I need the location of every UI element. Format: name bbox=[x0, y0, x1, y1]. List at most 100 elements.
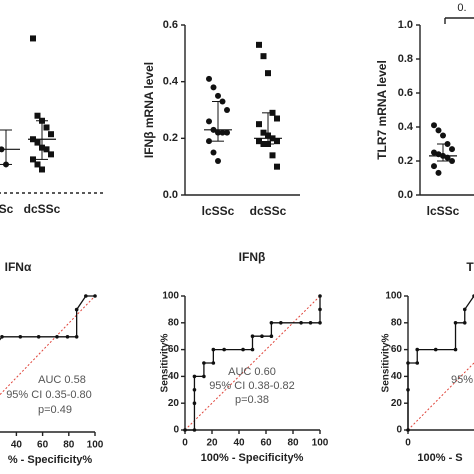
point bbox=[265, 70, 271, 77]
point bbox=[39, 166, 45, 173]
roc-point bbox=[406, 361, 410, 365]
roc-point bbox=[250, 347, 255, 352]
annotation: AUC 0.60 bbox=[228, 366, 276, 378]
roc-point bbox=[84, 294, 88, 298]
point bbox=[206, 138, 212, 145]
point bbox=[431, 122, 437, 129]
y-tick-label: 60 bbox=[168, 344, 180, 355]
point bbox=[48, 151, 54, 158]
y-tick-label: 60 bbox=[391, 344, 403, 355]
roc-point bbox=[406, 388, 410, 392]
x-tick-label: lcSSc bbox=[427, 204, 460, 218]
roc-curve bbox=[0, 295, 95, 341]
roc-point bbox=[211, 347, 216, 352]
y-tick-label: 20 bbox=[168, 398, 180, 409]
y-tick-label: 0.8 bbox=[398, 53, 413, 65]
x-tick-label: 60 bbox=[260, 438, 272, 449]
roc-point bbox=[453, 321, 458, 325]
roc-point bbox=[55, 335, 59, 339]
roc-point bbox=[269, 321, 274, 325]
point bbox=[48, 131, 54, 138]
annotation: 95% bbox=[451, 374, 473, 386]
roc-point bbox=[250, 334, 255, 339]
point bbox=[34, 112, 41, 119]
y-tick-label: 0.4 bbox=[398, 121, 414, 133]
roc-point bbox=[202, 374, 206, 379]
roc-point bbox=[74, 335, 79, 339]
x-tick-label: 40 bbox=[233, 438, 245, 449]
annotation: 95% CI 0.35-0.80 bbox=[6, 389, 92, 401]
x-tick-label: 0 bbox=[182, 438, 188, 449]
y-tick-label: 0.0 bbox=[163, 189, 178, 201]
roc-point bbox=[211, 361, 216, 365]
point bbox=[435, 169, 442, 176]
roc-point bbox=[406, 428, 410, 432]
point bbox=[34, 161, 41, 168]
point bbox=[256, 41, 262, 48]
roc-point bbox=[192, 428, 197, 432]
point bbox=[435, 127, 442, 134]
roc-point bbox=[36, 335, 41, 339]
chart-title: IFNα bbox=[5, 260, 32, 274]
x-axis-label: 100% - S bbox=[417, 452, 462, 464]
point bbox=[256, 121, 262, 128]
roc-point bbox=[415, 361, 420, 365]
roc-point bbox=[260, 334, 264, 339]
point bbox=[34, 139, 41, 146]
annotation: p=0.38 bbox=[235, 394, 269, 406]
roc-point bbox=[318, 321, 322, 325]
roc-point bbox=[65, 335, 70, 339]
point bbox=[206, 75, 212, 82]
roc-point bbox=[18, 335, 23, 339]
x-tick-label: lcSSc bbox=[202, 204, 235, 218]
y-tick-label: 0.6 bbox=[163, 19, 178, 31]
y-tick-label: 100 bbox=[162, 291, 179, 302]
roc-point bbox=[462, 307, 467, 312]
x-tick-label: 0 bbox=[405, 438, 411, 449]
roc-point bbox=[192, 401, 197, 406]
chart-title: T bbox=[466, 260, 474, 274]
roc-point bbox=[93, 294, 97, 298]
y-axis-label: TLR7 mRNA level bbox=[375, 60, 389, 160]
roc-point bbox=[192, 374, 197, 379]
p-value: 0. bbox=[457, 2, 466, 14]
y-tick-label: 0.4 bbox=[163, 76, 179, 88]
y-axis-label: Sensitivity% bbox=[381, 333, 392, 392]
reference-line bbox=[0, 295, 96, 396]
roc-curve bbox=[185, 296, 321, 431]
point bbox=[224, 107, 230, 113]
point bbox=[449, 158, 455, 164]
point bbox=[274, 163, 280, 170]
point bbox=[274, 138, 280, 145]
x-tick-label: 60 bbox=[37, 440, 49, 451]
y-tick-label: 0.2 bbox=[163, 132, 178, 144]
x-tick-label: 80 bbox=[63, 440, 75, 451]
roc-point bbox=[299, 321, 303, 325]
y-tick-label: 1.0 bbox=[398, 19, 413, 31]
y-tick-label: 0.0 bbox=[398, 189, 413, 201]
y-tick-label: 100 bbox=[385, 291, 402, 302]
point bbox=[260, 53, 267, 60]
roc-point bbox=[462, 321, 467, 325]
chart-title: IFNβ bbox=[239, 250, 266, 264]
y-axis-label: IFNβ mRNA level bbox=[142, 62, 156, 158]
point bbox=[256, 138, 262, 145]
y-tick-label: 80 bbox=[391, 317, 403, 328]
point bbox=[30, 35, 36, 42]
x-tick-label: dcSSc bbox=[24, 202, 61, 216]
roc-point bbox=[241, 347, 245, 352]
point bbox=[260, 129, 267, 136]
point bbox=[210, 84, 217, 91]
x-axis-label: 100% - Specificity% bbox=[201, 452, 304, 464]
roc-point bbox=[318, 307, 322, 312]
point bbox=[224, 129, 230, 136]
y-tick-label: 0.6 bbox=[398, 87, 413, 99]
roc-point bbox=[0, 335, 4, 339]
point bbox=[43, 124, 50, 131]
roc-point bbox=[318, 294, 322, 298]
y-tick-label: 0 bbox=[173, 425, 179, 436]
x-axis-label: % - Specificity% bbox=[8, 454, 93, 466]
roc-point bbox=[433, 347, 438, 352]
point bbox=[269, 152, 276, 159]
annotation: AUC 0.58 bbox=[38, 374, 86, 386]
